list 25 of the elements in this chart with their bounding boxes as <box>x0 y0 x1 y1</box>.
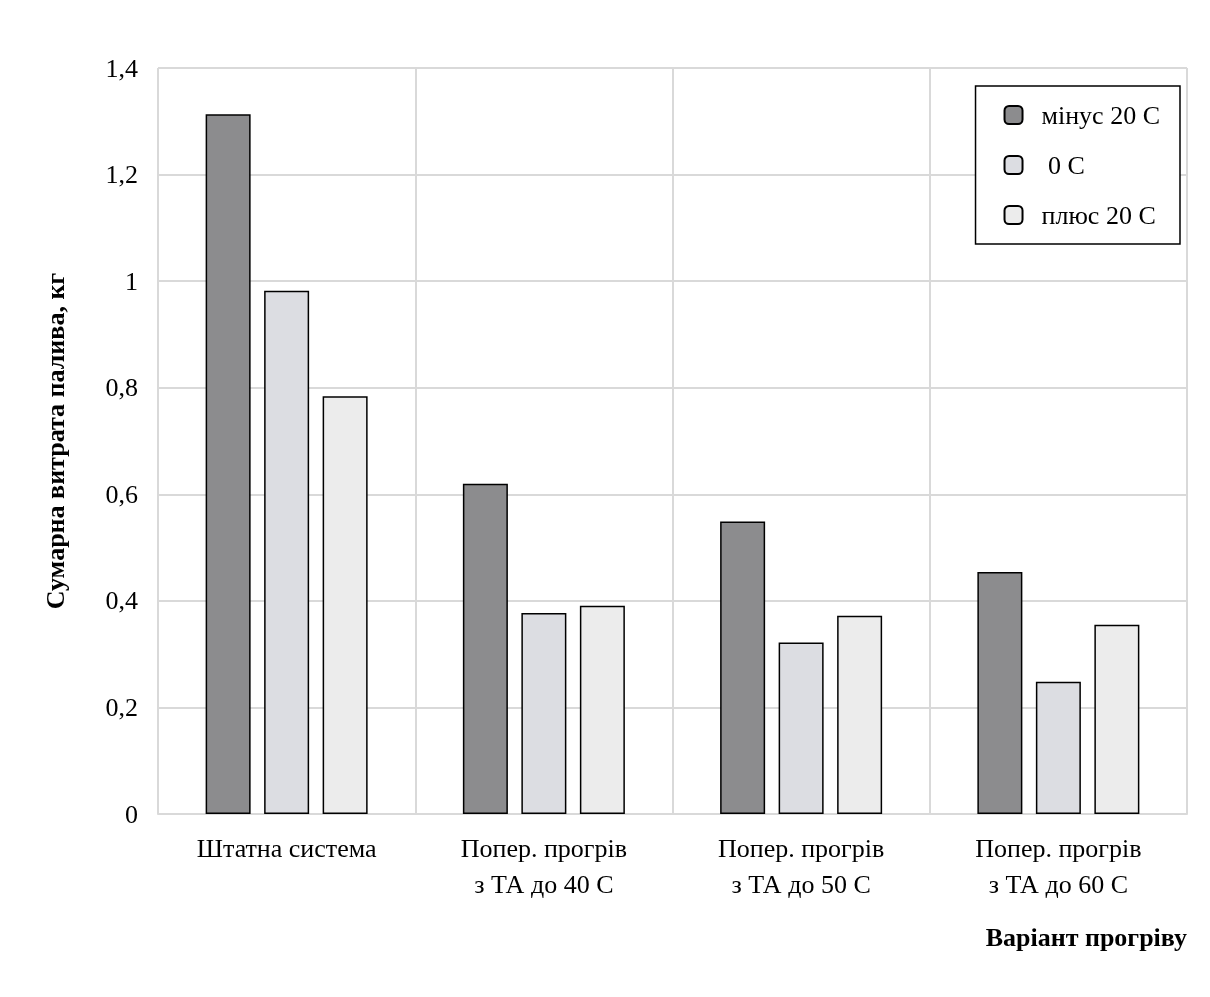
y-tick-label: 0,6 <box>105 479 138 509</box>
bar <box>720 521 766 814</box>
y-tick-label: 1,2 <box>105 160 138 190</box>
x-tick-label: Попер. прогрів з ТА до 60 С <box>975 833 1142 899</box>
y-axis-title: Сумарна витрата палива, кг <box>40 272 70 610</box>
bar <box>205 114 251 814</box>
y-tick-label: 0 <box>125 799 138 829</box>
bar <box>579 605 625 814</box>
y-tick-label: 1 <box>125 266 138 296</box>
x-tick-label: Попер. прогрів з ТА до 50 С <box>717 833 885 899</box>
legend-label: 0 С <box>1041 150 1085 180</box>
x-tick-label: Штатна система <box>196 833 377 863</box>
bar <box>322 396 368 814</box>
y-tick-label: 0,4 <box>105 586 138 616</box>
bar <box>1094 624 1140 814</box>
y-tick-label: 1,4 <box>105 53 138 83</box>
x-axis-title: Варіант прогріву <box>985 922 1187 952</box>
x-tick-label: Попер. прогрів з ТА до 40 С <box>460 833 628 899</box>
y-tick-label: 0,8 <box>105 373 138 403</box>
bar <box>837 615 883 814</box>
y-tick-label: 0,2 <box>105 692 138 722</box>
legend-label: плюс 20 С <box>1041 200 1156 230</box>
bar <box>977 572 1023 814</box>
bar <box>462 483 508 814</box>
legend-label: мінус 20 С <box>1041 100 1161 130</box>
